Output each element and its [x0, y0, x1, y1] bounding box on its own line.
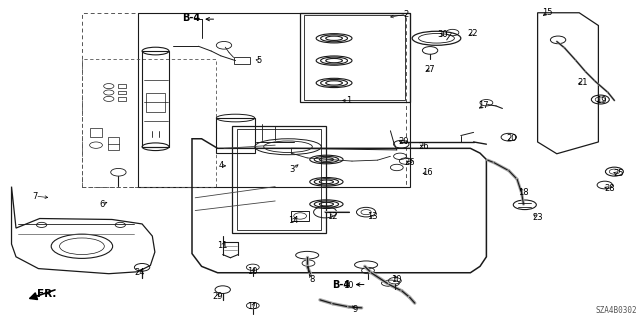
Text: 11: 11 [218, 241, 228, 250]
Bar [234, 57, 250, 64]
Text: 8: 8 [310, 275, 315, 284]
Text: 4: 4 [218, 161, 223, 170]
Bar [108, 137, 119, 150]
Bar [304, 15, 405, 100]
Text: 10: 10 [344, 281, 354, 290]
Text: 26: 26 [404, 158, 415, 167]
Text: 13: 13 [367, 212, 378, 221]
Text: 29: 29 [212, 292, 223, 300]
Text: 18: 18 [518, 188, 529, 197]
Text: 2: 2 [404, 10, 409, 19]
Text: 9: 9 [353, 305, 358, 314]
Text: 24: 24 [134, 268, 145, 277]
Bar [237, 129, 321, 230]
Text: 10: 10 [248, 302, 258, 311]
Text: 16: 16 [422, 168, 433, 177]
Bar [118, 84, 126, 88]
Bar [82, 13, 406, 187]
Bar [142, 51, 169, 147]
Text: 6: 6 [100, 200, 105, 209]
Text: 25: 25 [613, 169, 623, 178]
Text: B-4: B-4 [332, 279, 350, 290]
Bar [82, 59, 216, 187]
Text: SZA4B0302: SZA4B0302 [595, 306, 637, 315]
Bar [216, 118, 255, 153]
Text: 20: 20 [507, 134, 517, 143]
Bar [90, 128, 102, 137]
Text: 17: 17 [478, 101, 488, 110]
Text: 10: 10 [392, 275, 402, 284]
Text: 28: 28 [604, 184, 614, 193]
Text: 12: 12 [328, 212, 338, 221]
Text: 14: 14 [288, 216, 298, 225]
Text: 22: 22 [467, 29, 477, 38]
Text: 10: 10 [248, 267, 258, 276]
Text: 3: 3 [290, 165, 295, 174]
Text: 1: 1 [346, 96, 351, 105]
Bar [138, 13, 410, 187]
Text: 23: 23 [532, 213, 543, 222]
Text: 20: 20 [398, 137, 408, 146]
Bar [118, 91, 126, 94]
Text: 26: 26 [419, 142, 429, 151]
Bar [291, 211, 309, 221]
Bar [232, 126, 326, 233]
Text: 21: 21 [577, 78, 588, 87]
Text: 5: 5 [257, 56, 262, 65]
Text: 30: 30 [438, 30, 448, 39]
Bar [300, 13, 410, 102]
Text: 7: 7 [33, 192, 38, 201]
Text: B-4: B-4 [182, 12, 200, 23]
Bar [146, 93, 165, 112]
Text: FR.: FR. [37, 289, 56, 300]
Text: 27: 27 [425, 65, 435, 74]
Bar [118, 97, 126, 101]
Text: 19: 19 [596, 96, 607, 105]
Text: 15: 15 [542, 8, 552, 17]
